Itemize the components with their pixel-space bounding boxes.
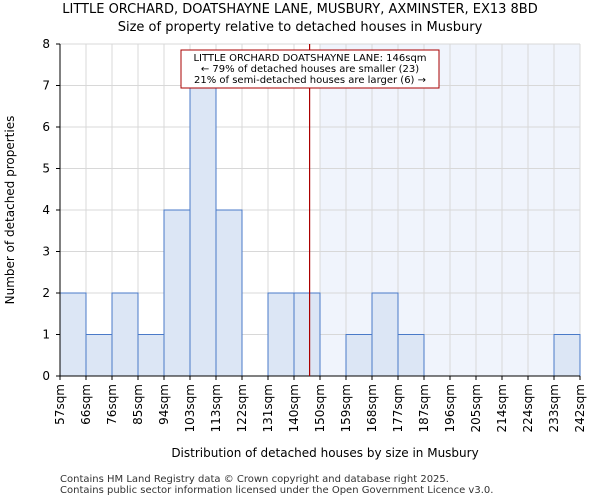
chart-subtitle: Size of property relative to detached ho… xyxy=(117,20,483,35)
x-tick-label: 57sqm xyxy=(53,384,67,425)
x-axis-label: Distribution of detached houses by size … xyxy=(171,446,478,460)
histogram-bar xyxy=(189,85,217,377)
x-tick-label: 159sqm xyxy=(339,384,353,432)
y-tick-label: 7 xyxy=(42,79,50,93)
annotation-box xyxy=(180,49,440,89)
x-tick-label: 140sqm xyxy=(287,384,301,432)
histogram-bar xyxy=(215,209,243,377)
y-tick-label: 4 xyxy=(42,203,50,217)
y-tick-label: 8 xyxy=(42,37,50,51)
bars-layer xyxy=(59,85,581,377)
x-tick-label: 168sqm xyxy=(365,384,379,432)
y-tick-label: 0 xyxy=(42,369,50,383)
x-tick-label: 103sqm xyxy=(183,384,197,432)
histogram-bar xyxy=(293,292,321,377)
x-tick-label: 205sqm xyxy=(469,384,483,432)
histogram-bar xyxy=(267,292,295,377)
histogram-bar xyxy=(553,334,581,377)
x-tick-label: 113sqm xyxy=(209,384,223,432)
y-tick-label: 2 xyxy=(42,286,50,300)
x-tick-label: 131sqm xyxy=(261,384,275,432)
x-tick-label: 196sqm xyxy=(443,384,457,432)
x-tick-label: 242sqm xyxy=(573,384,587,432)
histogram-bar xyxy=(85,334,113,377)
x-tick-label: 122sqm xyxy=(235,384,249,432)
x-tick-label: 177sqm xyxy=(391,384,405,432)
x-tick-label: 214sqm xyxy=(495,384,509,432)
y-tick-label: 5 xyxy=(42,162,50,176)
footer-licence: Contains public sector information licen… xyxy=(60,485,494,496)
x-tick-label: 94sqm xyxy=(157,384,171,425)
axes-layer: 0 1 2 3 4 5 6 7 8 57sqm 66sqm 76sqm 85sqm 94sqm 103sqm… xyxy=(42,37,587,432)
x-tick-label: 76sqm xyxy=(105,384,119,425)
histogram-bar xyxy=(345,334,373,377)
footer-copyright: Contains HM Land Registry data © Crown c… xyxy=(60,474,449,485)
y-tick-label: 6 xyxy=(42,120,50,134)
chart-title: LITTLE ORCHARD, DOATSHAYNE LANE, MUSBURY… xyxy=(62,2,538,17)
annotation-line-2: ← 79% of detached houses are smaller (23… xyxy=(201,64,419,75)
histogram-bar xyxy=(371,292,399,377)
histogram-bar xyxy=(111,292,139,377)
annotation-layer: LITTLE ORCHARD DOATSHAYNE LANE: 146sqm ←… xyxy=(180,49,440,89)
y-tick-label: 3 xyxy=(42,245,50,259)
annotation-line-1: LITTLE ORCHARD DOATSHAYNE LANE: 146sqm xyxy=(193,53,426,64)
y-tick-label: 1 xyxy=(42,328,50,342)
x-tick-label: 85sqm xyxy=(131,384,145,425)
x-tick-label: 233sqm xyxy=(547,384,561,432)
annotation-line-3: 21% of semi-detached houses are larger (… xyxy=(194,75,426,86)
x-tick-label: 187sqm xyxy=(417,384,431,432)
x-tick-label: 150sqm xyxy=(313,384,327,432)
histogram-bar xyxy=(59,292,87,377)
histogram-bar xyxy=(137,334,165,377)
y-axis-label: Number of detached properties xyxy=(3,116,17,305)
histogram-bar xyxy=(163,209,191,377)
x-tick-label: 66sqm xyxy=(79,384,93,425)
x-tick-label: 224sqm xyxy=(521,384,535,432)
histogram-bar xyxy=(397,334,425,377)
